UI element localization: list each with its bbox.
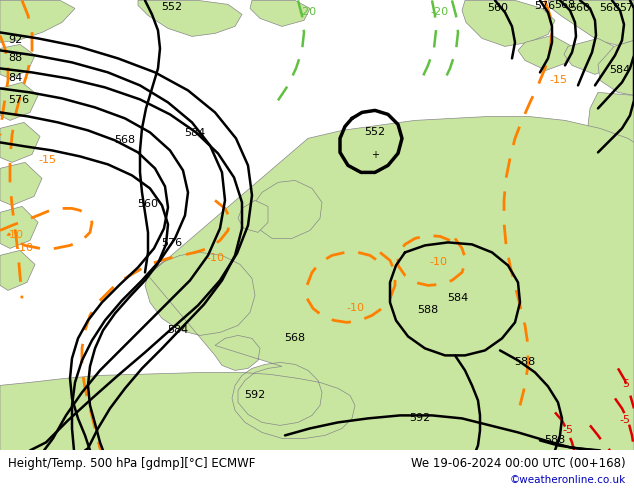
Text: -5: -5	[619, 416, 630, 425]
Text: Height/Temp. 500 hPa [gdmp][°C] ECMWF: Height/Temp. 500 hPa [gdmp][°C] ECMWF	[8, 457, 256, 470]
Polygon shape	[0, 206, 38, 248]
Text: 588: 588	[417, 305, 439, 316]
Polygon shape	[0, 162, 42, 205]
Text: -10: -10	[5, 230, 23, 241]
Polygon shape	[0, 0, 75, 43]
Text: 584: 584	[184, 128, 205, 138]
Polygon shape	[0, 45, 35, 78]
Polygon shape	[0, 122, 40, 162]
Text: 568: 568	[115, 135, 136, 146]
Text: 560: 560	[138, 199, 158, 209]
Text: -10: -10	[206, 253, 224, 264]
Text: ©weatheronline.co.uk: ©weatheronline.co.uk	[510, 475, 626, 485]
Text: 560: 560	[488, 3, 508, 13]
Text: 88: 88	[8, 53, 22, 63]
Text: 92: 92	[8, 35, 22, 46]
Text: 5: 5	[623, 379, 630, 390]
Text: -10: -10	[429, 257, 447, 268]
Text: -20: -20	[299, 7, 317, 18]
Polygon shape	[0, 82, 38, 121]
Text: 592: 592	[244, 391, 266, 400]
Text: 552: 552	[365, 127, 385, 137]
Polygon shape	[252, 180, 322, 239]
Polygon shape	[0, 117, 634, 450]
Text: 592: 592	[410, 414, 430, 423]
Text: 576: 576	[162, 239, 183, 248]
Polygon shape	[138, 0, 242, 36]
Text: 588: 588	[514, 357, 536, 368]
Polygon shape	[518, 35, 572, 71]
Text: 584: 584	[448, 294, 469, 303]
Text: -15: -15	[549, 75, 567, 85]
Polygon shape	[0, 250, 35, 291]
Text: 84: 84	[8, 74, 22, 83]
Text: 568: 568	[285, 333, 306, 343]
Text: 552: 552	[162, 2, 183, 12]
Text: -10: -10	[346, 303, 364, 314]
Text: 588: 588	[545, 436, 566, 445]
Text: 568: 568	[599, 3, 621, 13]
Polygon shape	[582, 155, 634, 232]
Polygon shape	[588, 93, 634, 155]
Text: 576: 576	[8, 96, 29, 105]
Polygon shape	[564, 38, 618, 74]
Text: +: +	[371, 150, 379, 160]
Text: 584: 584	[609, 65, 630, 75]
Polygon shape	[548, 0, 634, 46]
Text: 584: 584	[167, 325, 189, 335]
Text: 576: 576	[619, 3, 634, 13]
Text: 576: 576	[534, 1, 555, 11]
Text: -5: -5	[562, 425, 574, 436]
Polygon shape	[250, 0, 310, 26]
Polygon shape	[462, 0, 555, 47]
Text: -15: -15	[38, 155, 56, 166]
Text: -10: -10	[15, 244, 33, 253]
Text: 568: 568	[555, 0, 576, 10]
Polygon shape	[238, 200, 268, 232]
Text: -20: -20	[431, 7, 449, 18]
Polygon shape	[598, 40, 634, 96]
Text: We 19-06-2024 00:00 UTC (00+168): We 19-06-2024 00:00 UTC (00+168)	[411, 457, 626, 470]
Text: 560: 560	[569, 3, 590, 13]
